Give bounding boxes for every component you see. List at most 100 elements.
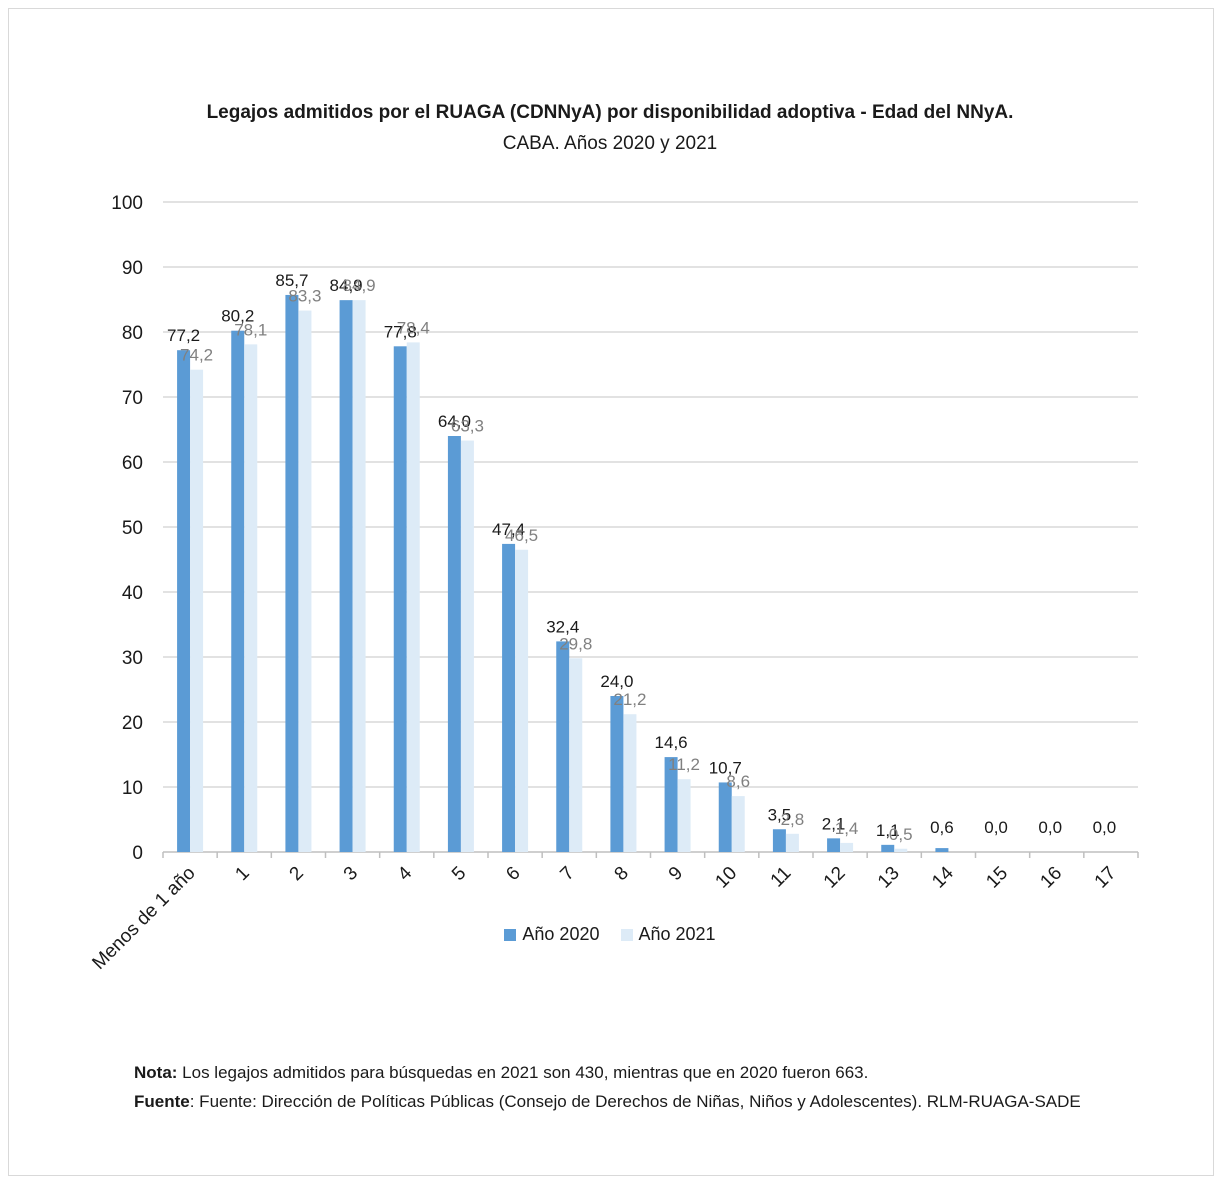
note-line: Nota: Los legajos admitidos para búsqued…	[134, 1058, 1154, 1087]
y-tick-label: 60	[122, 453, 143, 474]
y-tick-label: 10	[122, 778, 143, 799]
data-label-2021: 46,5	[505, 526, 538, 545]
legend-item-2020: Año 2020	[504, 924, 599, 945]
y-tick-label: 70	[122, 388, 143, 409]
legend-swatch-2020	[504, 929, 517, 941]
bar-2020	[772, 829, 786, 852]
bar-2021	[569, 658, 583, 852]
legend: Año 2020 Año 2021	[0, 924, 1220, 945]
bar-2021	[677, 779, 691, 852]
x-tick-label: 1	[231, 863, 253, 885]
data-label-2021: 1,4	[835, 819, 859, 838]
bar-2020	[718, 782, 732, 852]
data-label-2021: 74,2	[180, 346, 213, 365]
x-tick-label: 16	[1036, 863, 1066, 893]
data-label-2020: 77,8	[384, 322, 417, 341]
x-tick-label: 5	[448, 863, 470, 885]
x-tick-label: Menos de 1 año	[88, 863, 199, 974]
data-label-2020: 14,6	[655, 733, 688, 752]
y-tick-label: 20	[122, 713, 143, 734]
x-tick-label: 11	[767, 863, 796, 892]
data-label-2021: 83,3	[288, 287, 321, 306]
data-label-2021: 2,8	[781, 810, 805, 829]
data-label-2021: 8,6	[726, 772, 750, 791]
source-label: Fuente	[134, 1092, 190, 1111]
data-label-2021: 84,9	[343, 276, 376, 295]
bar-2021	[623, 714, 637, 852]
legend-label-2021: Año 2021	[638, 924, 716, 944]
bar-2021	[460, 440, 474, 852]
chart-subtitle: CABA. Años 2020 y 2021	[502, 133, 718, 154]
x-tick-label: 12	[820, 863, 850, 893]
data-label-2020: 77,2	[167, 326, 200, 345]
data-label-2020: 0,0	[1093, 818, 1117, 837]
bar-2020	[285, 294, 299, 852]
data-label-2020: 24,0	[600, 672, 633, 691]
legend-item-2021: Año 2021	[620, 924, 716, 945]
y-tick-label: 40	[122, 583, 143, 604]
bar-2020	[664, 757, 678, 852]
chart-frame	[8, 8, 1214, 1176]
data-label-2020: 32,4	[546, 617, 579, 636]
x-tick-label: 8	[611, 863, 633, 885]
data-label-2020: 0,0	[984, 818, 1008, 837]
bar-2021	[352, 300, 366, 852]
data-label-2020: 47,4	[492, 520, 525, 539]
bar-2020	[881, 844, 895, 852]
y-tick-label: 90	[122, 258, 143, 279]
y-tick-label: 100	[111, 193, 143, 214]
bar-2020	[339, 300, 353, 852]
chart-title: Legajos admitidos por el RUAGA (CDNNyA) …	[206, 102, 1014, 123]
y-tick-label: 80	[122, 323, 143, 344]
bar-2021	[406, 342, 420, 852]
data-label-2020: 0,0	[1038, 818, 1062, 837]
source-text: : Fuente: Dirección de Políticas Pública…	[189, 1092, 1081, 1111]
data-label-2020: 85,7	[275, 271, 308, 290]
chart-notes: Nota: Los legajos admitidos para búsqued…	[134, 1058, 1154, 1116]
bar-2020	[610, 696, 624, 852]
x-tick-label: 14	[928, 862, 958, 892]
source-line: Fuente: Fuente: Dirección de Políticas P…	[134, 1087, 1154, 1116]
bar-2020	[447, 436, 461, 852]
bar-2021	[785, 833, 799, 852]
bar-2020	[556, 641, 570, 852]
data-label-2020: 64,0	[438, 412, 471, 431]
data-label-2021: 29,8	[559, 634, 592, 653]
data-label-2020: 84,9	[330, 276, 363, 295]
note-text: Los legajos admitidos para búsquedas en …	[177, 1063, 869, 1082]
bar-2020	[231, 330, 245, 852]
bar-2021	[515, 549, 529, 852]
x-tick-label: 7	[556, 863, 578, 885]
legend-swatch-2021	[620, 929, 633, 941]
data-label-2021: 78,1	[234, 320, 267, 339]
note-label: Nota:	[134, 1063, 178, 1082]
x-tick-label: 4	[394, 862, 417, 885]
data-label-2021: 0,5	[889, 825, 913, 844]
data-label-2020: 10,7	[709, 758, 742, 777]
x-tick-label: 13	[874, 863, 904, 893]
legend-label-2020: Año 2020	[522, 924, 600, 944]
data-label-2021: 78,4	[397, 318, 430, 337]
data-label-2020: 0,6	[930, 818, 954, 837]
x-tick-label: 9	[665, 863, 687, 885]
data-label-2020: 2,1	[822, 814, 846, 833]
data-label-2020: 3,5	[768, 805, 792, 824]
bar-2020	[502, 543, 516, 852]
data-label-2021: 21,2	[613, 690, 646, 709]
bar-2021	[731, 796, 745, 852]
data-label-2021: 63,3	[451, 417, 484, 436]
bar-2021	[190, 369, 204, 852]
x-tick-label: 10	[711, 863, 741, 893]
bar-2020	[393, 346, 407, 852]
x-tick-label: 6	[502, 863, 524, 885]
data-label-2021: 11,2	[668, 755, 700, 774]
bar-2020	[827, 838, 841, 852]
x-tick-label: 17	[1091, 863, 1121, 893]
y-tick-label: 50	[122, 518, 143, 539]
x-tick-label: 3	[340, 863, 362, 885]
bar-2021	[894, 848, 908, 852]
y-tick-label: 0	[132, 843, 143, 864]
x-tick-label: 2	[286, 863, 308, 885]
data-label-2020: 80,2	[221, 307, 254, 326]
y-tick-label: 30	[122, 648, 143, 669]
